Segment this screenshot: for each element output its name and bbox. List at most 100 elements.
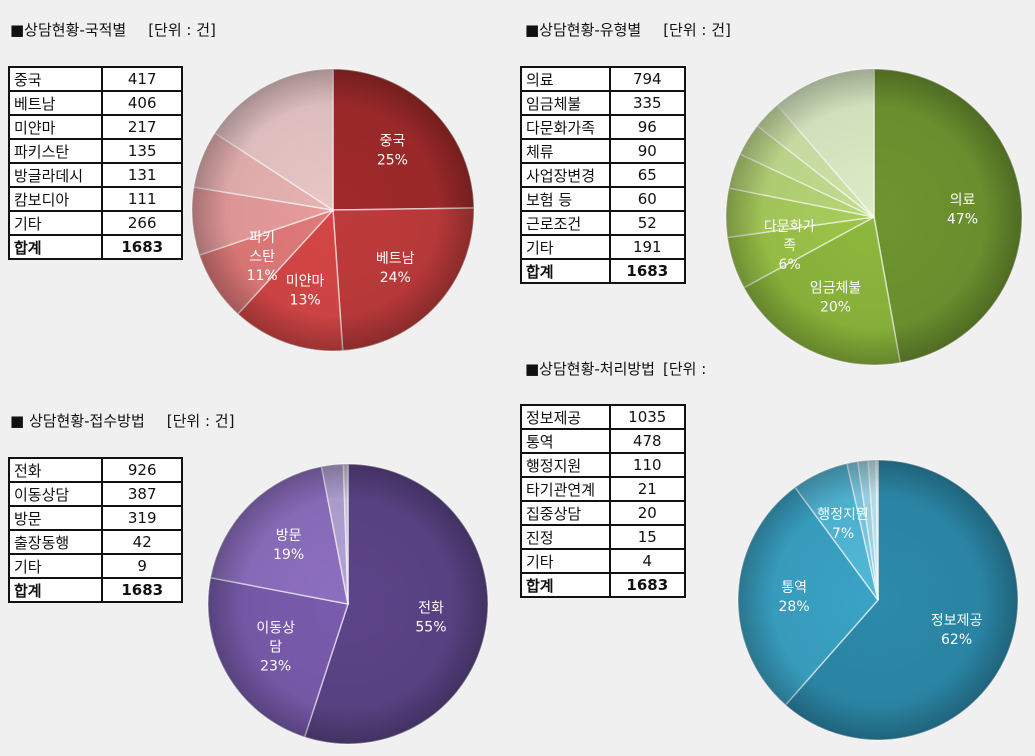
category-cell: 근로조건 xyxy=(520,210,611,236)
data-table-nationality: 중국 417 베트남 406 미얀마 217 파키스탄 135 방글라데시 131 캄보디아 111 기… xyxy=(7,66,183,260)
slice-label-1: 임금체불 20% xyxy=(810,281,862,316)
slice-label-0: 전화 55% xyxy=(415,601,446,636)
table-row: 이동상담 387 xyxy=(7,481,183,507)
table-row: 임금체불 335 xyxy=(520,90,687,116)
table-row: 기타 4 xyxy=(520,548,687,574)
total-row: 합계 1683 xyxy=(520,258,687,284)
category-cell: 의료 xyxy=(520,66,611,92)
value-cell: 131 xyxy=(101,162,183,188)
category-cell: 합계 xyxy=(520,572,611,598)
slice-label-1: 이동상 담 23% xyxy=(256,621,295,675)
category-cell: 출장동행 xyxy=(7,529,104,555)
value-cell: 110 xyxy=(608,452,687,478)
slice-label-2: 방문 19% xyxy=(273,528,304,563)
value-cell: 417 xyxy=(101,66,183,92)
category-cell: 진정 xyxy=(520,524,611,550)
panel-title-reception: ■ 상담현황-접수방법 [단위 : 건] xyxy=(10,410,234,431)
category-cell: 방문 xyxy=(7,505,104,531)
table-row: 방글라데시 131 xyxy=(7,162,183,188)
panel-title-type: ■상담현황-유형별 [단위 : 건] xyxy=(525,19,731,40)
category-cell: 합계 xyxy=(7,577,104,603)
category-cell: 집중상담 xyxy=(520,500,611,526)
pie-chart-processing: 정보제공 62% 통역 28% 행정지원 7% xyxy=(737,459,1019,741)
data-table-processing: 정보제공 1035 통역 478 행정지원 110 타기관연계 21 집중상담 20 진정 15 기타 4… xyxy=(520,404,687,598)
slice-label-2: 행정지원 7% xyxy=(817,507,869,542)
category-cell: 합계 xyxy=(7,234,104,260)
table-row: 출장동행 42 xyxy=(7,529,183,555)
value-cell: 406 xyxy=(101,90,183,116)
table-row: 전화 926 xyxy=(7,457,183,483)
table-row: 체류 90 xyxy=(520,138,687,164)
value-cell: 21 xyxy=(608,476,687,502)
category-cell: 통역 xyxy=(520,428,611,454)
category-cell: 전화 xyxy=(7,457,104,483)
data-table-reception: 전화 926 이동상담 387 방문 319 출장동행 42 기타 9 합계 1683 xyxy=(7,457,183,603)
value-cell: 387 xyxy=(101,481,183,507)
category-cell: 정보제공 xyxy=(520,404,611,430)
category-cell: 기타 xyxy=(520,234,611,260)
table-row: 기타 266 xyxy=(7,210,183,236)
category-cell: 이동상담 xyxy=(7,481,104,507)
category-cell: 중국 xyxy=(7,66,104,92)
value-cell: 217 xyxy=(101,114,183,140)
total-row: 합계 1683 xyxy=(7,577,183,603)
table-row: 통역 478 xyxy=(520,428,687,454)
slice-label-1: 베트남 24% xyxy=(376,251,415,286)
value-cell: 335 xyxy=(608,90,687,116)
value-cell: 1683 xyxy=(608,258,687,284)
slice-label-2: 미얀마 13% xyxy=(286,273,325,308)
category-cell: 베트남 xyxy=(7,90,104,116)
pie-chart-type: 의료 47% 임금체불 20% 다문화가 족 6% xyxy=(725,68,1023,366)
category-cell: 방글라데시 xyxy=(7,162,104,188)
category-cell: 임금체불 xyxy=(520,90,611,116)
value-cell: 4 xyxy=(608,548,687,574)
value-cell: 266 xyxy=(101,210,183,236)
unit-label: [단위 : 건] xyxy=(148,21,216,39)
value-cell: 20 xyxy=(608,500,687,526)
total-row: 합계 1683 xyxy=(7,234,183,260)
table-row: 중국 417 xyxy=(7,66,183,92)
slice-label-3: 파키 스탄 11% xyxy=(247,230,278,284)
slice-label-0: 정보제공 62% xyxy=(931,613,983,648)
category-cell: 파키스탄 xyxy=(7,138,104,164)
unit-label: [단위 : xyxy=(663,360,707,378)
value-cell: 15 xyxy=(608,524,687,550)
value-cell: 9 xyxy=(101,553,183,579)
value-cell: 191 xyxy=(608,234,687,260)
value-cell: 60 xyxy=(608,186,687,212)
category-cell: 행정지원 xyxy=(520,452,611,478)
value-cell: 926 xyxy=(101,457,183,483)
pie-chart-nationality: 중국 25% 베트남 24% 미얀마 13% 파키 스탄 11% xyxy=(191,68,475,352)
chart-title: ■상담현황-국적별 xyxy=(10,21,127,39)
category-cell: 다문화가족 xyxy=(520,114,611,140)
chart-title: ■상담현황-유형별 xyxy=(525,21,642,39)
value-cell: 42 xyxy=(101,529,183,555)
unit-label: [단위 : 건] xyxy=(663,21,731,39)
value-cell: 1683 xyxy=(101,234,183,260)
value-cell: 1683 xyxy=(608,572,687,598)
value-cell: 65 xyxy=(608,162,687,188)
table-row: 방문 319 xyxy=(7,505,183,531)
table-row: 베트남 406 xyxy=(7,90,183,116)
table-row: 사업장변경 65 xyxy=(520,162,687,188)
total-row: 합계 1683 xyxy=(520,572,687,598)
value-cell: 794 xyxy=(608,66,687,92)
category-cell: 미얀마 xyxy=(7,114,104,140)
category-cell: 타기관연계 xyxy=(520,476,611,502)
value-cell: 1035 xyxy=(608,404,687,430)
data-table-type: 의료 794 임금체불 335 다문화가족 96 체류 90 사업장변경 65 보험 등 60 근로조건… xyxy=(520,66,687,284)
category-cell: 기타 xyxy=(520,548,611,574)
category-cell: 기타 xyxy=(7,210,104,236)
value-cell: 135 xyxy=(101,138,183,164)
table-row: 집중상담 20 xyxy=(520,500,687,526)
table-row: 정보제공 1035 xyxy=(520,404,687,430)
table-row: 기타 9 xyxy=(7,553,183,579)
table-row: 미얀마 217 xyxy=(7,114,183,140)
category-cell: 체류 xyxy=(520,138,611,164)
category-cell: 보험 등 xyxy=(520,186,611,212)
slice-label-0: 중국 25% xyxy=(377,133,408,168)
category-cell: 캄보디아 xyxy=(7,186,104,212)
table-row: 파키스탄 135 xyxy=(7,138,183,164)
table-row: 보험 등 60 xyxy=(520,186,687,212)
table-row: 타기관연계 21 xyxy=(520,476,687,502)
